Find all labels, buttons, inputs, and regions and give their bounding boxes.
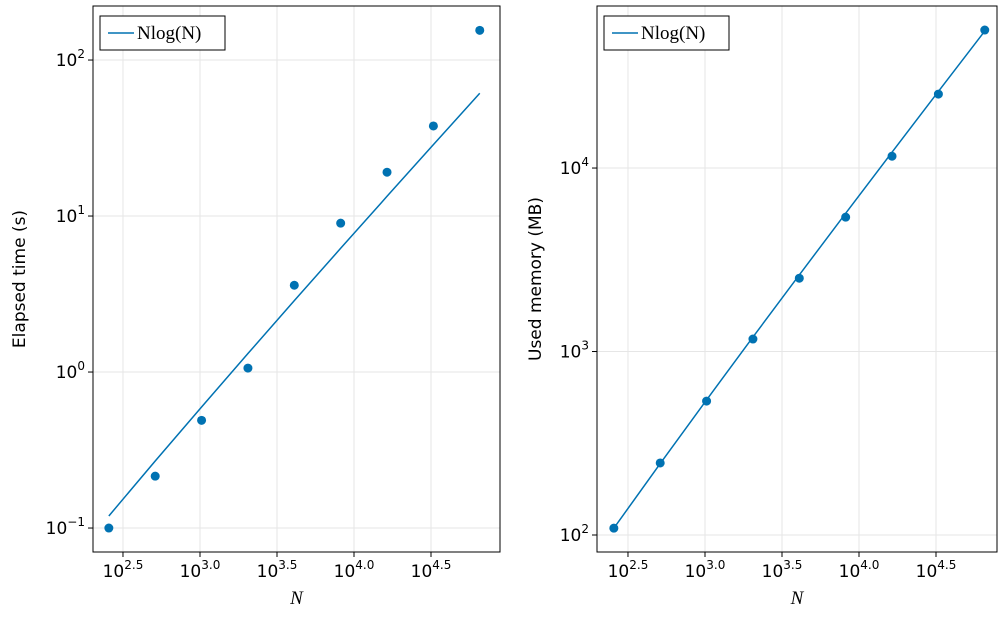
data-point <box>428 121 438 131</box>
data-point <box>104 523 114 533</box>
data-point <box>289 280 299 290</box>
data-point <box>475 25 485 35</box>
data-point <box>609 523 619 533</box>
data-point <box>933 89 943 99</box>
data-point <box>382 167 392 177</box>
fit-line <box>108 92 481 517</box>
y-axis-label: Elapsed time (s) <box>10 210 30 348</box>
y-axis-label: Used memory (MB) <box>526 197 546 361</box>
y-tick-label: 104 <box>560 155 589 179</box>
legend-label: Nlog(N) <box>137 23 201 44</box>
x-tick-label: 104.5 <box>916 558 957 582</box>
y-tick-label: 102 <box>56 47 85 71</box>
x-tick-label: 103.0 <box>685 558 726 582</box>
data-point <box>336 218 346 228</box>
data-point <box>197 415 207 425</box>
x-tick-label: 104.5 <box>411 558 452 582</box>
x-tick-label: 104.0 <box>839 558 880 582</box>
data-point <box>655 458 665 468</box>
legend-label: Nlog(N) <box>641 23 705 44</box>
x-tick-label: 104.0 <box>334 558 375 582</box>
data-point <box>794 273 804 283</box>
data-point <box>841 212 851 222</box>
x-tick-label: 102.5 <box>608 558 649 582</box>
x-axis-label: N <box>289 588 304 609</box>
y-tick-label: 10−1 <box>46 515 85 539</box>
plot-frame <box>596 5 998 553</box>
y-tick-label: 102 <box>560 522 589 546</box>
data-point <box>748 334 758 344</box>
data-point <box>243 363 253 373</box>
y-tick-label: 103 <box>560 339 589 363</box>
x-tick-label: 102.5 <box>103 558 144 582</box>
legend-box <box>99 15 226 51</box>
y-tick-label: 100 <box>56 359 85 383</box>
data-point <box>702 396 712 406</box>
plot-frame <box>92 5 501 553</box>
y-tick-label: 101 <box>56 203 85 227</box>
data-point <box>150 471 160 481</box>
x-tick-label: 103.5 <box>257 558 298 582</box>
data-point <box>887 151 897 161</box>
data-point <box>980 25 990 35</box>
x-tick-label: 103.0 <box>180 558 221 582</box>
x-tick-label: 103.5 <box>762 558 803 582</box>
x-axis-label: N <box>790 588 805 609</box>
